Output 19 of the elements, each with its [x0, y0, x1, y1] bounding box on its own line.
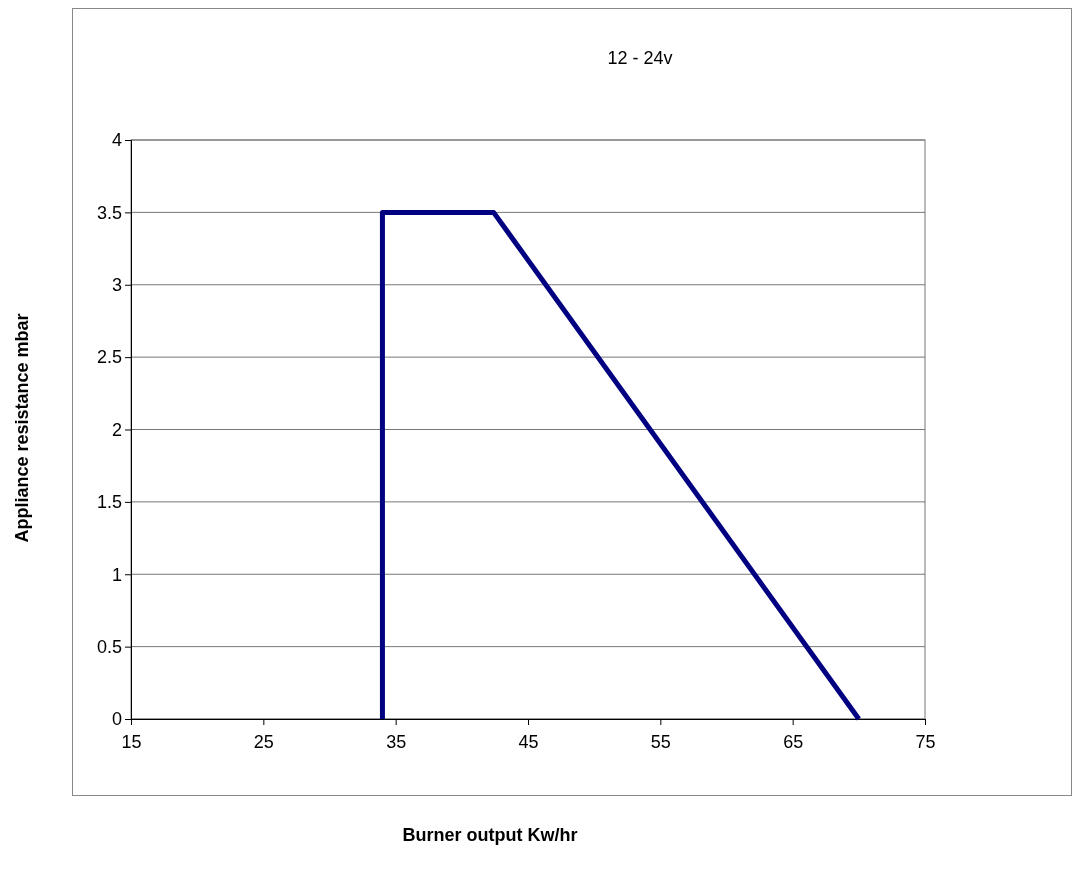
x-tick-label: 35: [386, 731, 407, 752]
x-tick-label: 25: [253, 731, 274, 752]
y-tick-label: 2.5: [96, 347, 122, 368]
chart-title: 12 - 24v: [607, 48, 673, 68]
y-tick-label: 3: [111, 275, 122, 296]
y-tick-label: 0: [111, 709, 122, 730]
y-tick-label: 4: [111, 130, 122, 151]
y-tick-label: 2: [111, 419, 122, 440]
y-tick-label: 0.5: [96, 636, 122, 657]
x-tick-label: 45: [518, 731, 539, 752]
y-tick-label: 3.5: [96, 202, 122, 223]
x-tick-label: 15: [121, 731, 142, 752]
y-tick-label: 1: [111, 564, 122, 585]
x-tick-label: 75: [915, 731, 936, 752]
x-tick-label: 65: [783, 731, 804, 752]
y-tick-label: 1.5: [96, 492, 122, 513]
x-tick-label: 55: [650, 731, 671, 752]
y-axis-title: Appliance resistance mbar: [12, 313, 32, 543]
x-axis-title: Burner output Kw/hr: [402, 825, 578, 845]
